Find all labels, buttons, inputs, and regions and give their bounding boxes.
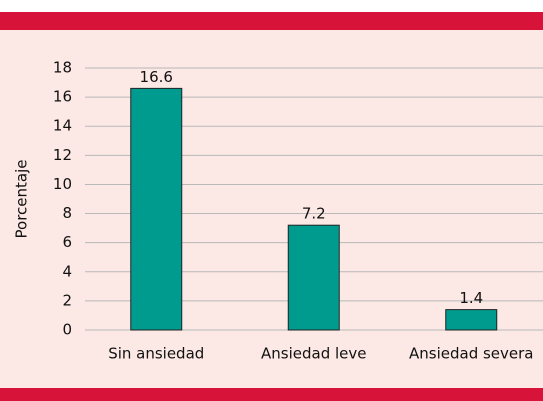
y-tick-label: 14: [53, 117, 72, 135]
y-tick-label: 12: [53, 146, 72, 164]
y-tick-label: 6: [62, 233, 72, 251]
y-tick-label: 10: [53, 175, 72, 193]
bar: [287, 224, 340, 331]
y-tick-label: 18: [53, 59, 72, 77]
top-band: [0, 12, 543, 30]
value-label: 16.6: [140, 68, 173, 86]
x-tick-label: Sin ansiedad: [108, 345, 204, 363]
y-tick-label: 8: [62, 204, 72, 222]
panel: [0, 30, 543, 388]
y-tick-label: 0: [62, 321, 72, 339]
bar: [130, 87, 183, 331]
y-axis-label: Porcentaje: [13, 160, 31, 239]
bar: [445, 309, 498, 331]
x-tick-label: Ansiedad leve: [261, 345, 366, 363]
x-tick-label: Ansiedad severa: [409, 345, 534, 363]
y-tick-label: 4: [62, 262, 72, 280]
bottom-band: [0, 388, 543, 401]
y-tick-label: 16: [53, 88, 72, 106]
value-label: 7.2: [302, 205, 326, 223]
y-tick-label: 2: [62, 291, 72, 309]
value-label: 1.4: [459, 289, 483, 307]
